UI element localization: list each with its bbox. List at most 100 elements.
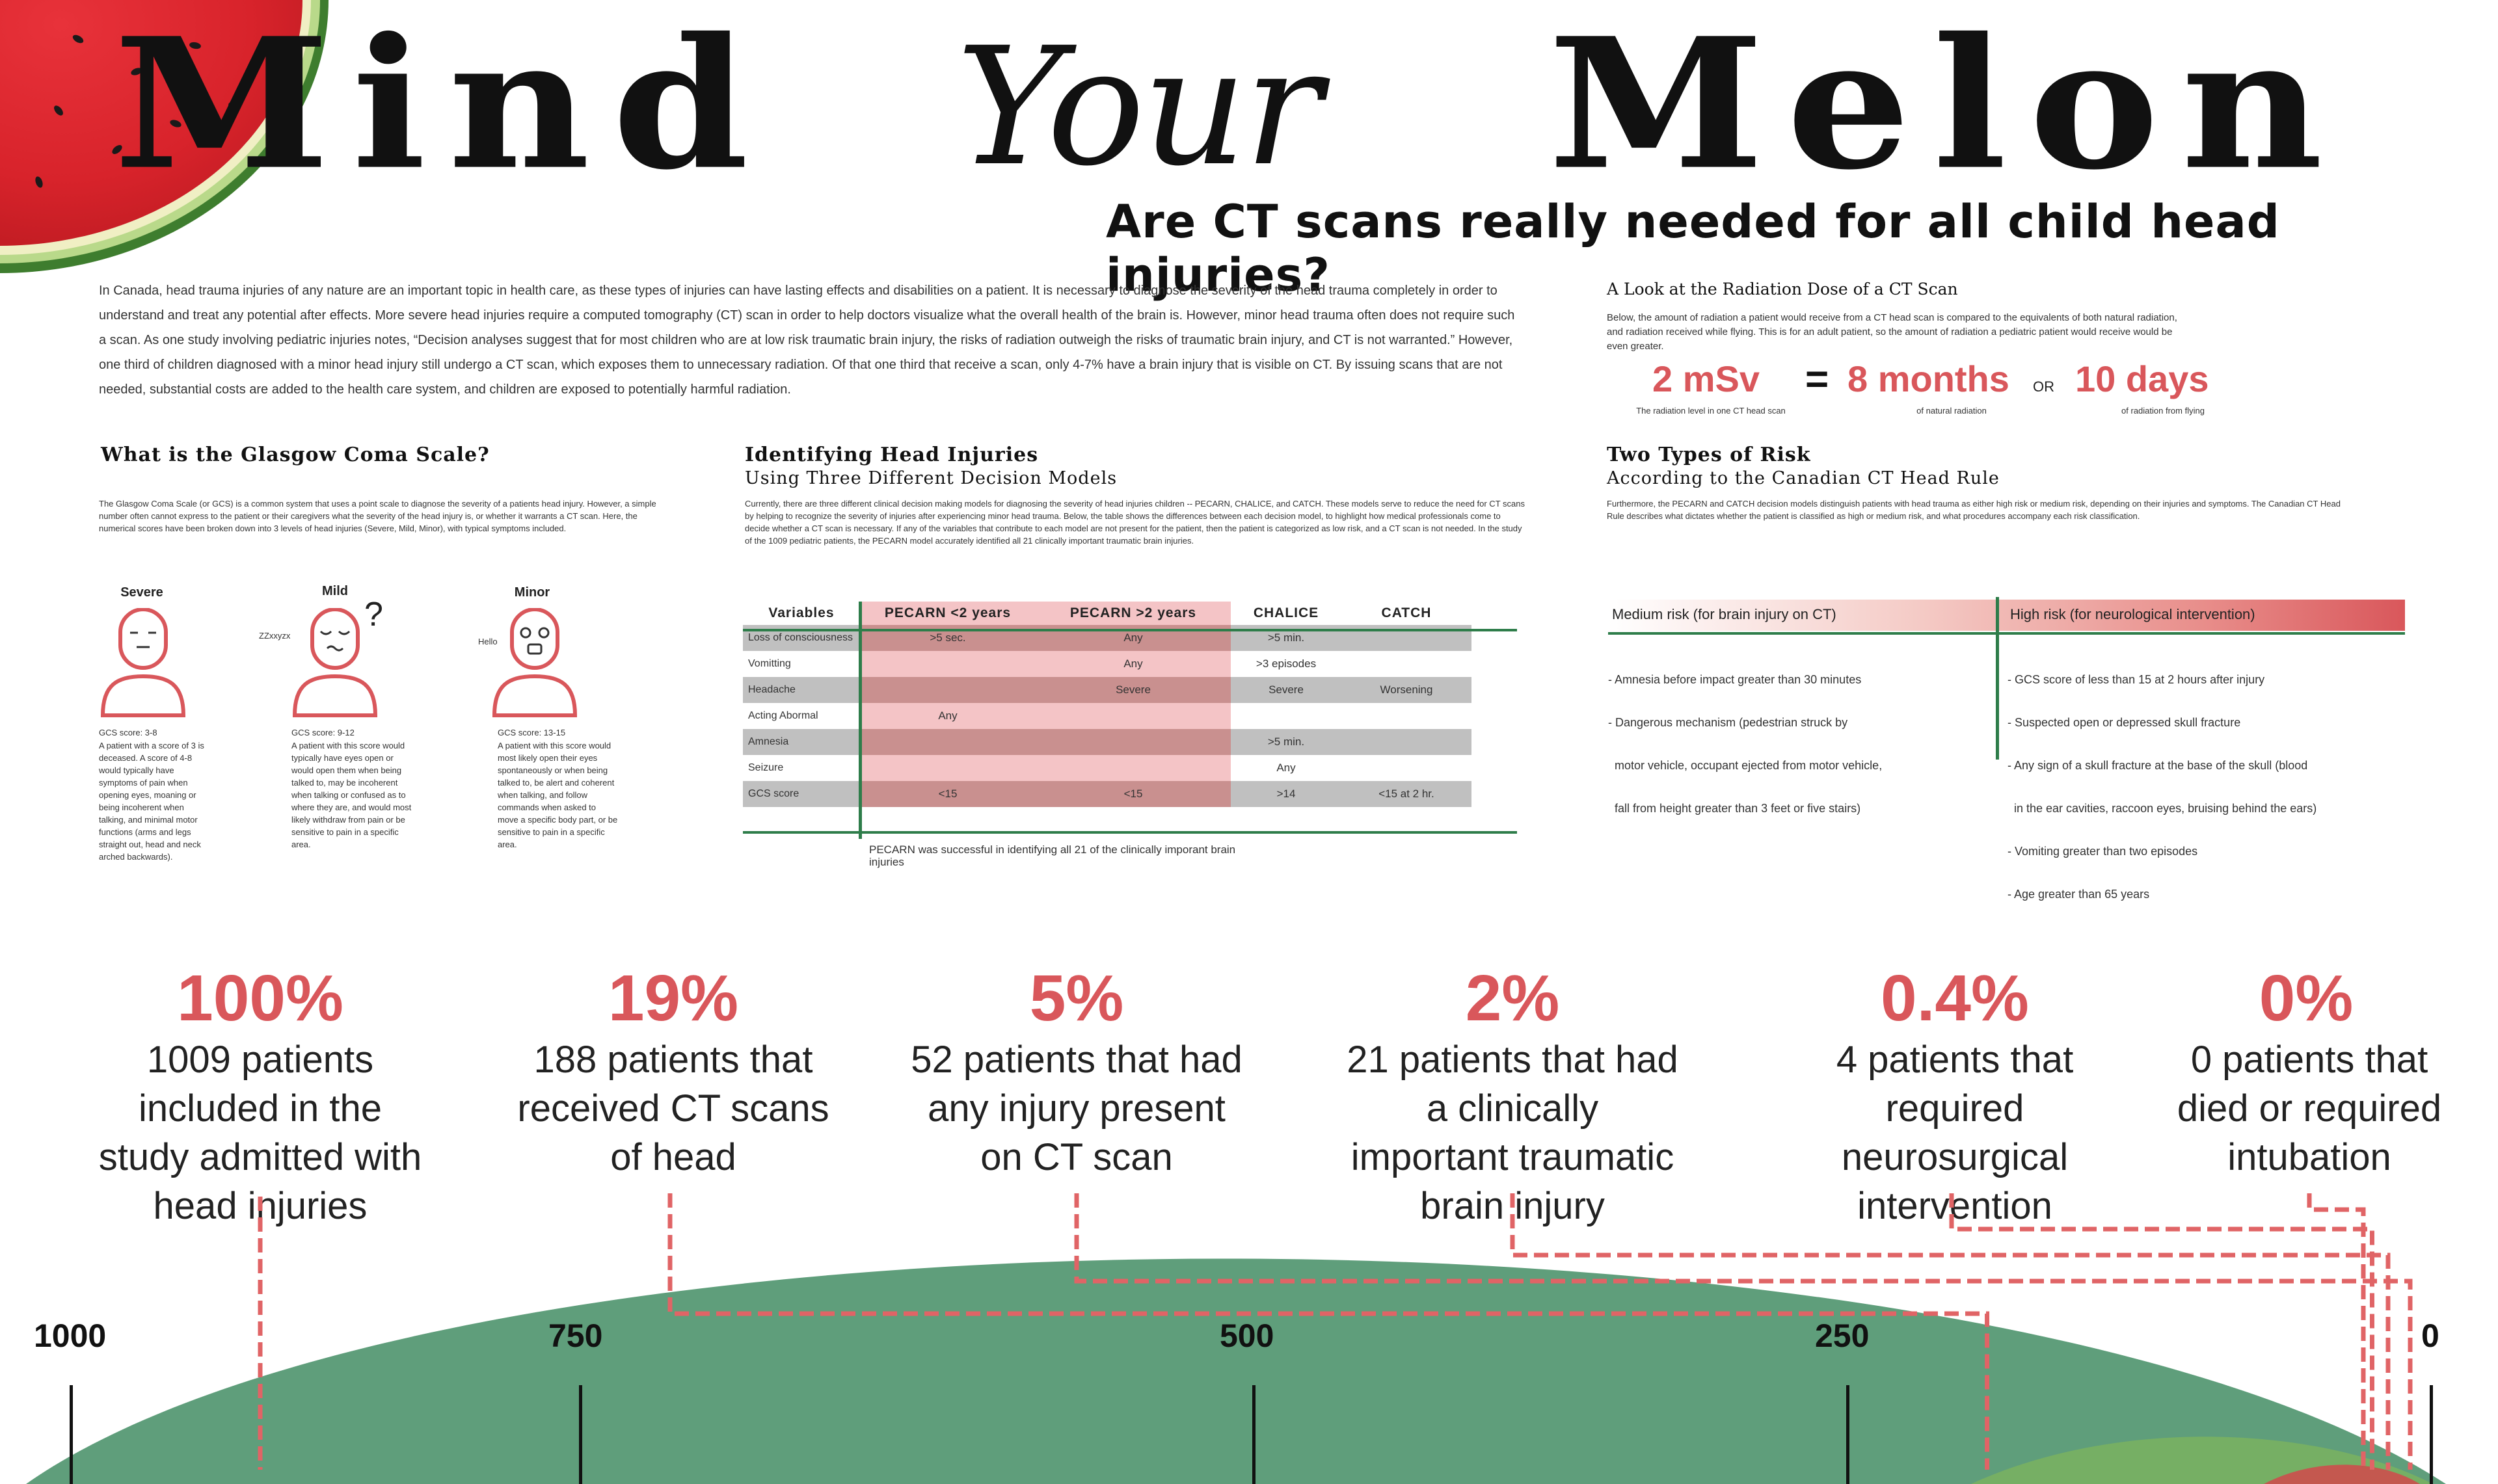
gcs-label-mild: Mild xyxy=(322,584,348,598)
col-header-pecarn-under2: PECARN <2 years xyxy=(860,602,1036,625)
radiation-text: Below, the amount of radiation a patient… xyxy=(1607,312,2177,352)
watermelon-slice-image xyxy=(0,0,329,273)
stat-percent-ct: 19% xyxy=(608,962,739,1035)
table-header-row: Variables PECARN <2 years PECARN >2 year… xyxy=(743,602,1471,625)
tick-label-500: 500 xyxy=(1220,1318,1274,1354)
radiation-value-flying: 10 days xyxy=(2075,358,2209,399)
cell-variable: Amnesia xyxy=(743,729,860,755)
tick-mark-0 xyxy=(2430,1385,2433,1484)
tick-label-0: 0 xyxy=(2421,1318,2439,1354)
cell-chalice: Any xyxy=(1276,762,1296,774)
risk-divider xyxy=(1996,597,1999,760)
cell-catch: <15 at 2 hr. xyxy=(1341,781,1471,807)
cell-pecarn-under2 xyxy=(860,729,1036,755)
radiation-value-natural: 8 months xyxy=(1847,358,2009,399)
col-header-variables: Variables xyxy=(768,605,835,620)
high-risk-list: - GCS score of less than 15 at 2 hours a… xyxy=(2008,644,2411,916)
gcs-heading: What is the Glasgow Coma Scale? xyxy=(101,444,490,466)
models-table-wrapper: Variables PECARN <2 years PECARN >2 year… xyxy=(743,602,1471,807)
col-header-chalice: CHALICE xyxy=(1253,605,1319,620)
connector-died xyxy=(2307,1193,2366,1470)
cell-pecarn-under2: <15 xyxy=(860,781,1036,807)
list-item: - Dangerous mechanism (pedestrian struck… xyxy=(1608,716,1848,729)
cell-pecarn-under2 xyxy=(860,651,1036,677)
cell-catch xyxy=(1341,729,1471,755)
table-row: Seizure Any xyxy=(743,755,1471,781)
connector-ct xyxy=(667,1193,1990,1470)
radiation-caption-ct: The radiation level in one CT head scan xyxy=(1636,406,1786,416)
list-item: fall from height greater than 3 feet or … xyxy=(1608,802,1861,815)
cell-pecarn-under2 xyxy=(860,677,1036,703)
cell-pecarn-over2 xyxy=(1036,703,1231,729)
cell-variable: GCS score xyxy=(743,781,860,807)
subtitle: Are CT scans really needed for all child… xyxy=(1106,195,2280,302)
title-melon: Melon xyxy=(1548,0,2346,209)
stat-desc-died: 0 patients that died or required intubat… xyxy=(2177,1039,2442,1178)
models-subheading: Using Three Different Decision Models xyxy=(745,468,1118,488)
list-item: - Suspected open or depressed skull frac… xyxy=(2008,716,2241,729)
equals-sign: = xyxy=(1805,357,1829,402)
cell-catch: Worsening xyxy=(1341,677,1471,703)
table-row: Amnesia >5 min. xyxy=(743,729,1471,755)
cell-variable: Headache xyxy=(743,677,860,703)
title-mind: Mind xyxy=(114,0,771,209)
connector-injury xyxy=(1074,1193,2413,1470)
cell-catch xyxy=(1341,703,1471,729)
cell-pecarn-under2: Any xyxy=(860,703,1036,729)
stat-percent-injury: 5% xyxy=(1029,962,1124,1035)
col-header-catch: CATCH xyxy=(1381,605,1432,620)
table-header-rule xyxy=(743,629,1517,631)
tick-mark-1000 xyxy=(70,1385,73,1484)
radiation-heading: A Look at the Radiation Dose of a CT Sca… xyxy=(1607,280,1958,298)
tick-mark-500 xyxy=(1252,1385,1256,1484)
gcs-text: The Glasgow Coma Scale (or GCS) is a com… xyxy=(99,499,656,533)
stat-percent-died: 0% xyxy=(2259,962,2354,1035)
models-heading: Identifying Head Injuries xyxy=(745,444,1039,466)
table-row: Acting Abormal Any xyxy=(743,703,1471,729)
list-item: in the ear cavities, raccoon eyes, bruis… xyxy=(2008,802,2317,815)
gcs-desc-mild: A patient with this score would typicall… xyxy=(291,741,412,849)
list-item: - Amnesia before impact greater than 30 … xyxy=(1608,673,1862,686)
models-text: Currently, there are three different cli… xyxy=(745,499,1525,546)
table-vertical-rule xyxy=(859,602,862,839)
intro-paragraph: In Canada, head trauma injuries of any n… xyxy=(99,284,1515,397)
title-your: Your xyxy=(956,12,1322,202)
cell-pecarn-over2: Severe xyxy=(1036,677,1231,703)
gcs-label-severe: Severe xyxy=(120,585,163,600)
radiation-value-ct: 2 mSv xyxy=(1652,358,1760,399)
high-risk-label: High risk (for neurological intervention… xyxy=(2010,606,2255,622)
gcs-desc-minor: A patient with this score would most lik… xyxy=(498,741,618,849)
radiation-caption-natural: of natural radiation xyxy=(1916,406,1987,416)
tick-label-250: 250 xyxy=(1815,1318,1870,1354)
connector-tbi xyxy=(1510,1193,2391,1470)
stat-desc-neuro: 4 patients that required neurosurgical i… xyxy=(1836,1039,2074,1227)
cell-pecarn-over2 xyxy=(1036,729,1231,755)
tick-label-750: 750 xyxy=(548,1318,603,1354)
cell-chalice xyxy=(1231,703,1341,729)
minor-speech-text: Hello xyxy=(478,637,498,646)
stat-percent-neuro: 0.4% xyxy=(1881,962,2029,1035)
cell-variable: Vomitting xyxy=(748,658,791,669)
risk-gradient-bar xyxy=(1608,600,2405,631)
cell-chalice: >5 min. xyxy=(1231,729,1341,755)
table-row: GCS score <15 <15 >14 <15 at 2 hr. xyxy=(743,781,1471,807)
cell-chalice: Severe xyxy=(1231,677,1341,703)
radiation-caption-flying: of radiation from flying xyxy=(2121,406,2205,416)
gcs-score-minor: GCS score: 13-15 xyxy=(498,728,566,737)
severe-face-icon xyxy=(100,608,186,717)
stat-desc-all: 1009 patients included in the study admi… xyxy=(98,1039,422,1227)
cell-catch xyxy=(1341,755,1471,781)
medium-risk-list: - Amnesia before impact greater than 30 … xyxy=(1608,644,1985,830)
mild-speech-text: ZZxxyzx xyxy=(259,631,291,641)
risk-heading: Two Types of Risk xyxy=(1607,444,1811,466)
models-note: PECARN was successful in identifying all… xyxy=(869,843,1236,868)
gcs-desc-severe: A patient with a score of 3 is deceased.… xyxy=(99,741,204,862)
risk-text: Furthermore, the PECARN and CATCH decisi… xyxy=(1607,499,2341,521)
risk-underline xyxy=(1608,632,2405,635)
cell-pecarn-over2: <15 xyxy=(1036,781,1231,807)
cell-chalice: >3 episodes xyxy=(1256,657,1317,670)
stat-desc-ct: 188 patients that received CT scans of h… xyxy=(517,1039,829,1178)
cell-catch xyxy=(1341,651,1471,677)
cell-pecarn-over2: Any xyxy=(1036,651,1231,677)
stat-percent-tbi: 2% xyxy=(1465,962,1560,1035)
